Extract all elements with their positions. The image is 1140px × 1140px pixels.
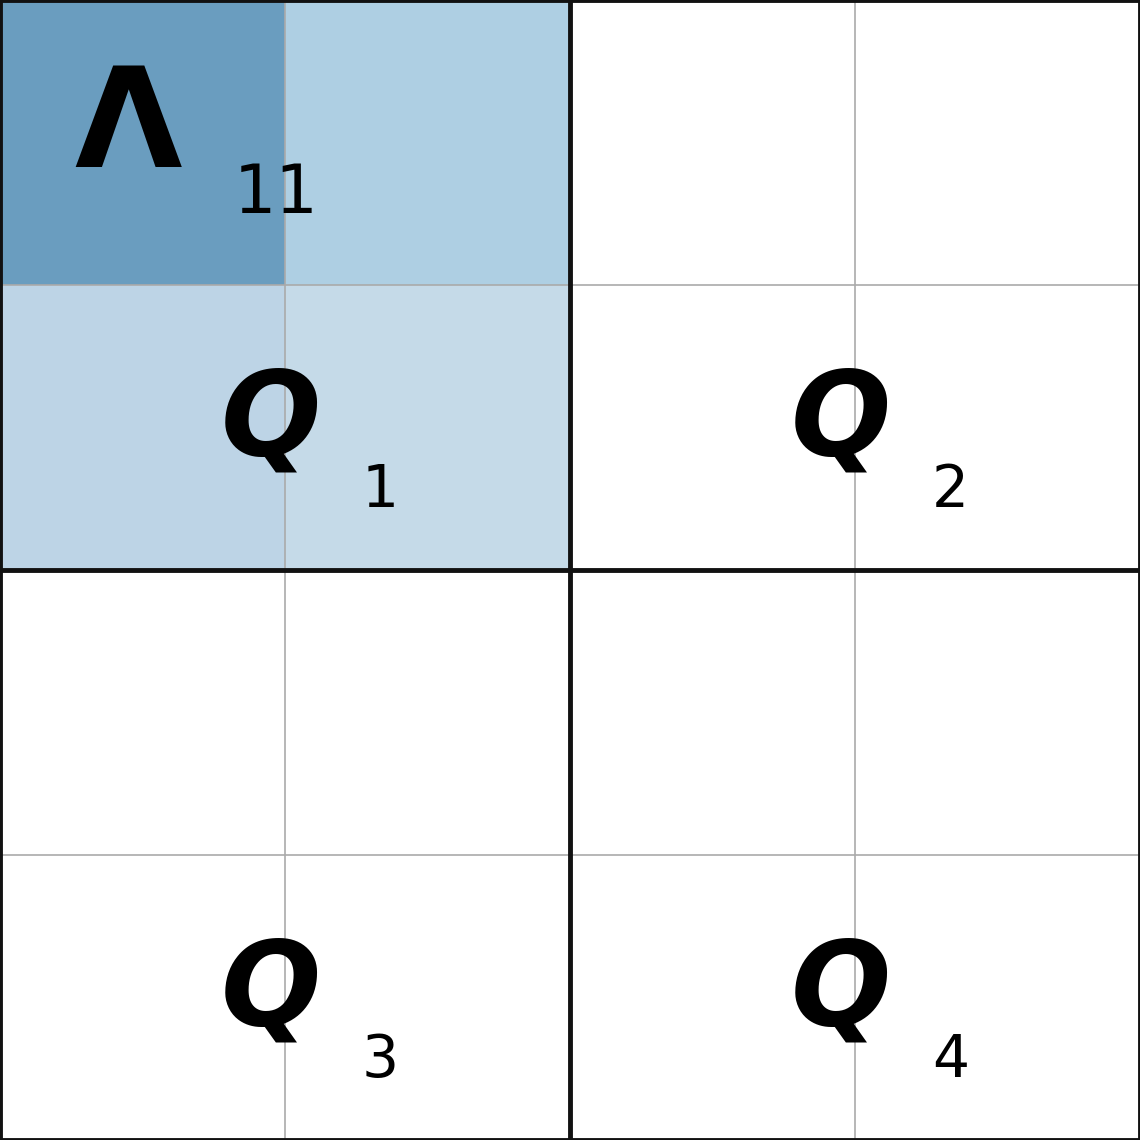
Text: 11: 11 [234,161,318,227]
Text: Q: Q [790,935,891,1049]
Text: Λ: Λ [74,60,182,196]
Bar [285,855,570,1140]
Bar [570,570,855,855]
Bar [285,285,570,570]
Bar [855,570,1140,855]
Bar [855,285,1140,570]
Bar [0,285,285,570]
Text: Q: Q [220,365,321,479]
Bar [285,0,570,285]
Bar [0,0,285,285]
Bar [0,855,285,1140]
Text: Q: Q [220,935,321,1049]
Text: 2: 2 [933,462,969,519]
Text: 1: 1 [363,462,399,519]
Bar [570,855,855,1140]
Text: 4: 4 [933,1032,969,1089]
Bar [285,570,570,855]
Text: Q: Q [790,365,891,479]
Bar [855,855,1140,1140]
Bar [570,285,855,570]
Text: 3: 3 [363,1032,399,1089]
Bar [855,0,1140,285]
Bar [0,570,285,855]
Bar [570,0,855,285]
